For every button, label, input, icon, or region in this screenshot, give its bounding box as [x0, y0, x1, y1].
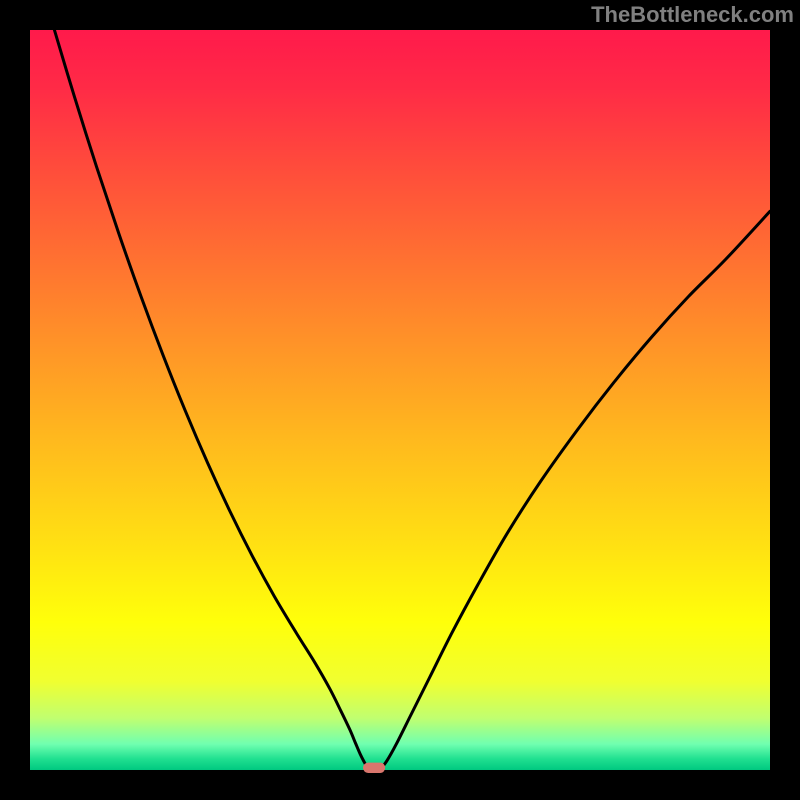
- optimal-marker: [363, 763, 385, 773]
- watermark-text: TheBottleneck.com: [591, 2, 794, 28]
- bottleneck-chart: TheBottleneck.com: [0, 0, 800, 800]
- chart-svg: [0, 0, 800, 800]
